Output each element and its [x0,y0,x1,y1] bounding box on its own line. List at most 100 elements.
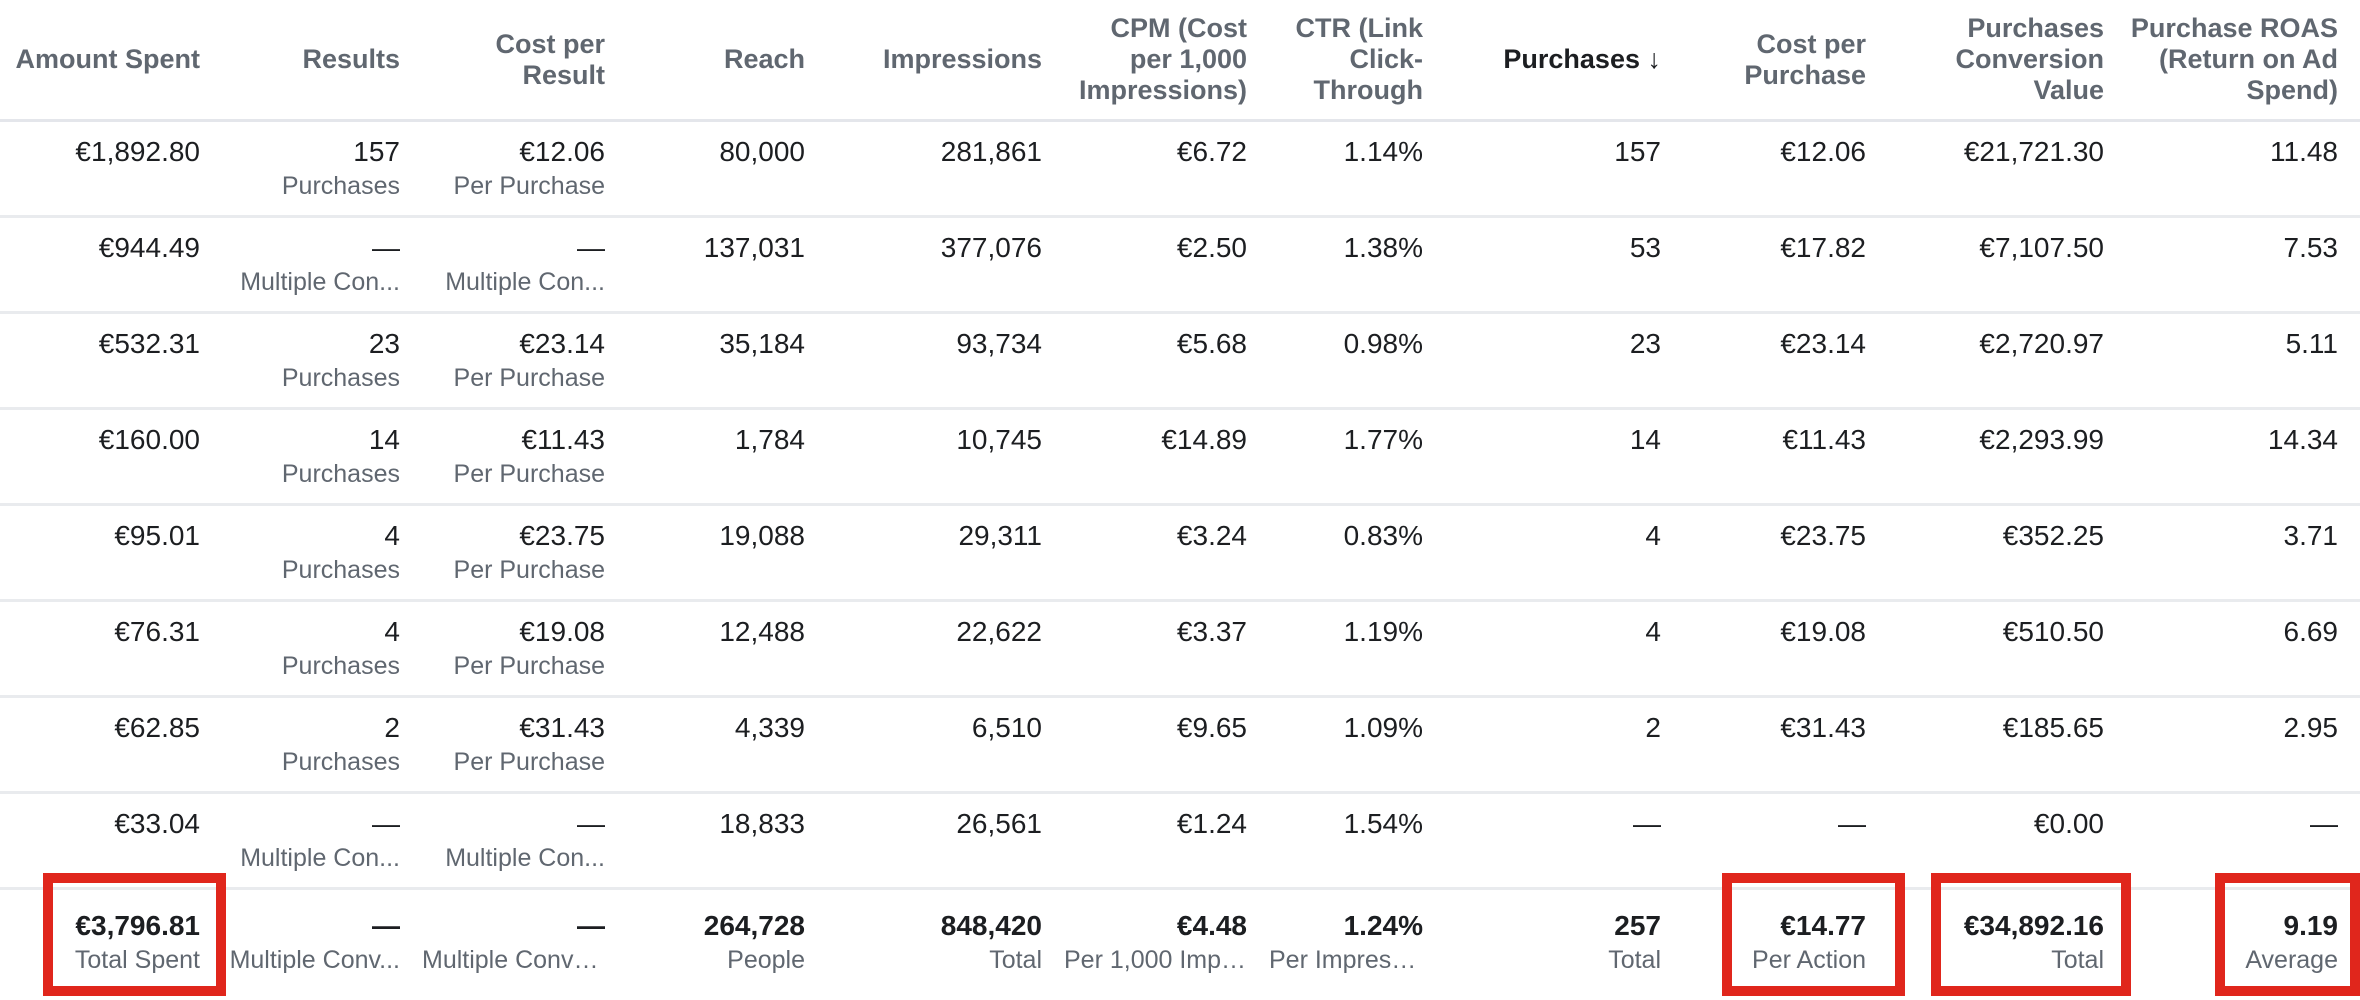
cell-cpm: €9.65 [1064,696,1269,794]
total-cost-per-result: — Multiple Conve... [422,889,627,999]
cell-value: 12,488 [719,616,805,647]
total-subtext: Multiple Conve... [422,946,605,974]
col-header-purchases-conversion-value[interactable]: Purchases Conversion Value [1888,0,2126,122]
col-header-label: CTR (Link Click-Through [1295,13,1424,105]
col-header-amount-spent[interactable]: Amount Spent [0,0,222,122]
cell-value: €76.31 [114,616,200,647]
total-value: — [372,910,400,941]
col-header-label: Purchases Conversion Value [1955,13,2104,105]
cell-reach: 12,488 [627,600,827,698]
cell-cost-per-purchase: €31.43 [1683,696,1888,794]
cell-subtext: Purchases [281,556,400,584]
total-value: 1.24% [1343,910,1423,941]
cell-purchases: 23 [1445,312,1683,410]
col-header-label: Purchase ROAS (Return on Ad Spend) [2130,13,2338,105]
cell-results: 14 Purchases [222,408,422,506]
cell-reach: 1,784 [627,408,827,506]
cell-value: 4,339 [734,712,805,743]
cell-value: €6.72 [1176,136,1247,167]
cell-reach: 137,031 [627,216,827,314]
cell-subtext: Purchases [281,652,400,680]
cell-value: 5.11 [2285,328,2338,359]
col-header-label: Impressions [882,44,1042,74]
cell-amount-spent: €944.49 [0,216,222,314]
cell-value: 80,000 [719,136,805,167]
col-header-purchase-roas[interactable]: Purchase ROAS (Return on Ad Spend) [2126,0,2360,122]
col-header-label: Cost per Result [495,28,605,90]
cell-value: €352.25 [2002,520,2104,551]
cell-roas: 3.71 [2126,504,2360,602]
cell-cost-per-result: €19.08 Per Purchase [422,600,627,698]
cell-value: €11.43 [1782,424,1866,455]
cell-value: 157 [353,136,400,167]
col-header-impressions[interactable]: Impressions [827,0,1064,122]
total-subtext: Total [2051,946,2104,974]
cell-value: €944.49 [98,232,200,263]
cell-purchases: 2 [1445,696,1683,794]
col-header-cost-per-result[interactable]: Cost per Result [422,0,627,122]
table-row[interactable]: €1,892.80 157 Purchases €12.06 Per Purchase 8… [0,120,2360,218]
col-header-label: Amount Spent [15,44,200,74]
total-value: €34,892.16 [1963,910,2104,941]
cell-value: 0.83% [1343,520,1423,551]
cell-amount-spent: €95.01 [0,504,222,602]
cell-results: 157 Purchases [222,120,422,218]
cell-roas: — [2126,792,2360,890]
cell-impressions: 377,076 [827,216,1064,314]
cell-value: €2.50 [1176,232,1247,263]
cell-subtext: Per Purchase [453,748,605,776]
table-row[interactable]: €33.04 — Multiple Con... — Multiple Con... 18… [0,792,2360,890]
total-subtext: People [727,946,805,974]
col-header-purchases[interactable]: Purchases ↓ [1445,0,1683,122]
cell-value: €11.43 [521,424,605,455]
cell-reach: 35,184 [627,312,827,410]
col-header-label: Purchases [1503,44,1640,74]
cell-value: €23.75 [519,520,605,551]
cell-value: 1.54% [1343,808,1423,839]
total-value: 848,420 [940,910,1042,941]
table-row[interactable]: €160.00 14 Purchases €11.43 Per Purchase 1,78… [0,408,2360,506]
table-row[interactable]: €95.01 4 Purchases €23.75 Per Purchase 19,088… [0,504,2360,602]
cell-cost-per-result: €31.43 Per Purchase [422,696,627,794]
cell-value: €14.89 [1161,424,1247,455]
cell-cost-per-result: €12.06 Per Purchase [422,120,627,218]
cell-amount-spent: €62.85 [0,696,222,794]
cell-cpm: €6.72 [1064,120,1269,218]
total-value: €14.77 [1780,910,1866,941]
table-row[interactable]: €532.31 23 Purchases €23.14 Per Purchase 35,1… [0,312,2360,410]
cell-cost-per-result: — Multiple Con... [422,216,627,314]
cell-roas: 6.69 [2126,600,2360,698]
cell-value: €532.31 [98,328,200,359]
col-header-cpm[interactable]: CPM (Cost per 1,000 Impressions) [1064,0,1269,122]
col-header-reach[interactable]: Reach [627,0,827,122]
cell-reach: 4,339 [627,696,827,794]
cell-ctr: 0.98% [1269,312,1445,410]
table-row[interactable]: €76.31 4 Purchases €19.08 Per Purchase 12,488… [0,600,2360,698]
cell-amount-spent: €1,892.80 [0,120,222,218]
cell-value: 14 [1629,424,1661,455]
col-header-cost-per-purchase[interactable]: Cost per Purchase [1683,0,1888,122]
cell-conversion-value: €185.65 [1888,696,2126,794]
cell-impressions: 93,734 [827,312,1064,410]
cell-roas: 2.95 [2126,696,2360,794]
sort-descending-icon: ↓ [1647,44,1662,74]
cell-subtext: Purchases [281,748,400,776]
col-header-ctr[interactable]: CTR (Link Click-Through [1269,0,1445,122]
cell-results: 2 Purchases [222,696,422,794]
cell-value: €12.06 [519,136,605,167]
total-subtext: Multiple Conv... [229,946,400,974]
cell-value: €2,293.99 [1979,424,2104,455]
table-header-row: Amount Spent Results Cost per Result Reach I… [0,0,2360,122]
total-amount-spent: €3,796.81 Total Spent [0,889,222,999]
cell-cpm: €1.24 [1064,792,1269,890]
cell-cost-per-purchase: — [1683,792,1888,890]
cell-value: — [2310,808,2338,839]
cell-value: 19,088 [719,520,805,551]
total-subtext: Per 1,000 Impr... [1064,946,1247,974]
col-header-results[interactable]: Results [222,0,422,122]
cell-purchases: 157 [1445,120,1683,218]
total-conversion-value: €34,892.16 Total [1888,889,2126,999]
table-row[interactable]: €62.85 2 Purchases €31.43 Per Purchase 4,339 6… [0,696,2360,794]
cell-cpm: €3.24 [1064,504,1269,602]
table-row[interactable]: €944.49 — Multiple Con... — Multiple Con... 1… [0,216,2360,314]
